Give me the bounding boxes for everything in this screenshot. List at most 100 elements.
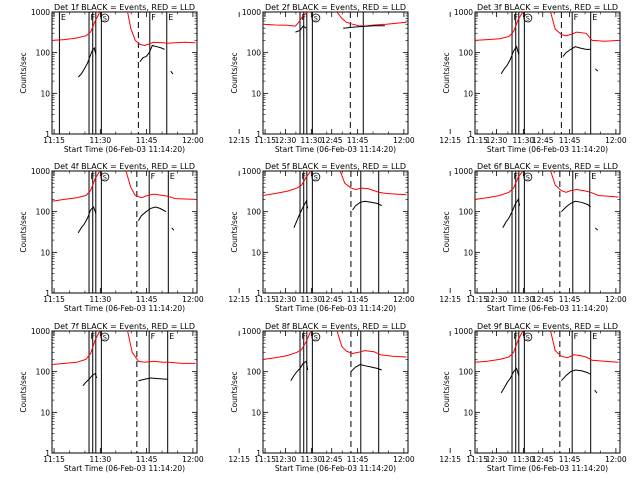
x-tick-label: 11:15	[466, 136, 488, 145]
marker-label: E	[61, 13, 66, 22]
x-tick-label: 12:00	[605, 295, 627, 304]
x-tick-label: 12:45	[532, 136, 554, 145]
events-series-line	[290, 360, 309, 381]
x-tick-label: 12:00	[393, 136, 415, 145]
y-tick-label: 1000	[454, 167, 473, 176]
x-tick-label: 12:15	[439, 455, 461, 464]
x-axis-label: Start Time (06-Feb-03 11:14:20)	[64, 304, 185, 313]
marker-circle	[100, 13, 110, 23]
y-tick-label: 1000	[242, 327, 261, 336]
x-tick-label: 11:15	[43, 136, 65, 145]
lld-series-line	[127, 12, 196, 47]
lld-series-line	[52, 331, 101, 365]
x-tick-label: 12:00	[605, 455, 627, 464]
y-tick-label: 10	[40, 248, 50, 257]
y-tick-label: 1000	[242, 8, 261, 17]
y-axis-label: Counts/sec	[19, 211, 28, 252]
x-tick-label: 12:45	[532, 295, 554, 304]
y-tick-label: 100	[247, 208, 262, 217]
detector-panel-1: Det 1f BLACK = Events, RED = LLD 1 10 100 10…	[19, 3, 343, 154]
lld-series-line	[475, 12, 524, 41]
x-tick-label: 12:45	[532, 455, 554, 464]
x-tick-label: 11:15	[43, 455, 65, 464]
lld-series-line	[475, 331, 524, 363]
detector-panel-8: Det 8f BLACK = Events, RED = LLD 1 10 100 10…	[230, 322, 554, 473]
x-tick-label: 12:30	[275, 136, 297, 145]
marker-label: E	[168, 13, 173, 22]
y-axis-label: Counts/sec	[442, 52, 451, 93]
x-tick-label: 12:15	[439, 295, 461, 304]
panel-title: Det 2f BLACK = Events, RED = LLD	[265, 3, 406, 12]
panel-title: Det 9f BLACK = Events, RED = LLD	[477, 322, 618, 331]
panel-title: Det 1f BLACK = Events, RED = LLD	[54, 3, 195, 12]
lld-series-line	[263, 171, 312, 196]
marker-label: F	[574, 13, 579, 22]
y-tick-label: 1	[256, 130, 261, 139]
x-tick-label: 11:15	[254, 455, 276, 464]
plot-frame	[474, 330, 621, 454]
y-tick-label: 10	[463, 408, 473, 417]
marker-label: S	[103, 174, 107, 182]
x-tick-label: 11:30	[301, 295, 323, 304]
y-tick-label: 10	[463, 89, 473, 98]
marker-label: E	[591, 172, 596, 181]
y-tick-label: 10	[251, 89, 261, 98]
lld-series-line	[263, 12, 309, 27]
lld-series-line	[52, 171, 101, 202]
panel-title: Det 3f BLACK = Events, RED = LLD	[477, 3, 618, 12]
lld-series-line	[125, 171, 196, 200]
x-tick-label: 12:30	[275, 455, 297, 464]
detector-panel-7: Det 7f BLACK = Events, RED = LLD 1 10 100 10…	[19, 322, 343, 473]
events-series-line	[352, 200, 383, 211]
y-tick-label: 100	[247, 49, 262, 58]
y-tick-label: 1	[468, 289, 473, 298]
marker-circle	[311, 332, 321, 342]
x-tick-label: 12:00	[393, 295, 415, 304]
x-tick-label: 11:15	[43, 295, 65, 304]
x-tick-label: 12:30	[486, 136, 508, 145]
events-series-line	[561, 200, 592, 213]
x-tick-label: 11:30	[513, 295, 535, 304]
y-tick-label: 1	[256, 449, 261, 458]
plot-frame	[51, 330, 198, 454]
x-tick-label: 12:15	[228, 295, 250, 304]
y-tick-label: 100	[36, 49, 51, 58]
x-tick-label: 11:30	[90, 455, 112, 464]
plot-frame	[51, 170, 198, 294]
y-tick-label: 1	[45, 289, 50, 298]
y-tick-label: 10	[40, 408, 50, 417]
lld-series-line	[550, 331, 619, 363]
y-tick-label: 1	[256, 289, 261, 298]
y-tick-label: 100	[459, 208, 474, 217]
x-tick-label: 11:30	[301, 136, 323, 145]
lld-series-line	[475, 171, 524, 200]
y-tick-label: 100	[459, 49, 474, 58]
events-series-line	[343, 25, 385, 29]
marker-circle	[523, 172, 533, 182]
detector-panel-4: Det 4f BLACK = Events, RED = LLD 1 10 100 10…	[19, 162, 343, 313]
panel-title: Det 5f BLACK = Events, RED = LLD	[265, 162, 406, 171]
panel-title: Det 4f BLACK = Events, RED = LLD	[54, 162, 195, 171]
events-series-line	[293, 199, 309, 228]
marker-circle	[523, 332, 533, 342]
y-tick-label: 10	[251, 408, 261, 417]
x-tick-label: 12:45	[321, 295, 343, 304]
x-tick-label: 11:30	[513, 455, 535, 464]
plot-frame	[474, 170, 621, 294]
events-series-line	[82, 372, 98, 387]
marker-label: F	[151, 332, 156, 341]
marker-circle	[100, 332, 110, 342]
marker-label: S	[526, 334, 530, 342]
x-tick-label: 11:45	[136, 455, 158, 464]
marker-label: S	[103, 15, 107, 23]
detector-panel-9: Det 9f BLACK = Events, RED = LLD 1 10 100 10…	[442, 322, 627, 473]
marker-label: E	[170, 172, 175, 181]
events-series-line	[77, 206, 97, 234]
marker-circle	[311, 13, 321, 23]
events-series-line	[77, 46, 97, 78]
marker-label: E	[169, 332, 174, 341]
detector-panel-2: Det 2f BLACK = Events, RED = LLD 1 10 100 10…	[230, 3, 554, 154]
x-tick-label: 12:45	[321, 136, 343, 145]
x-tick-label: 12:00	[182, 136, 204, 145]
